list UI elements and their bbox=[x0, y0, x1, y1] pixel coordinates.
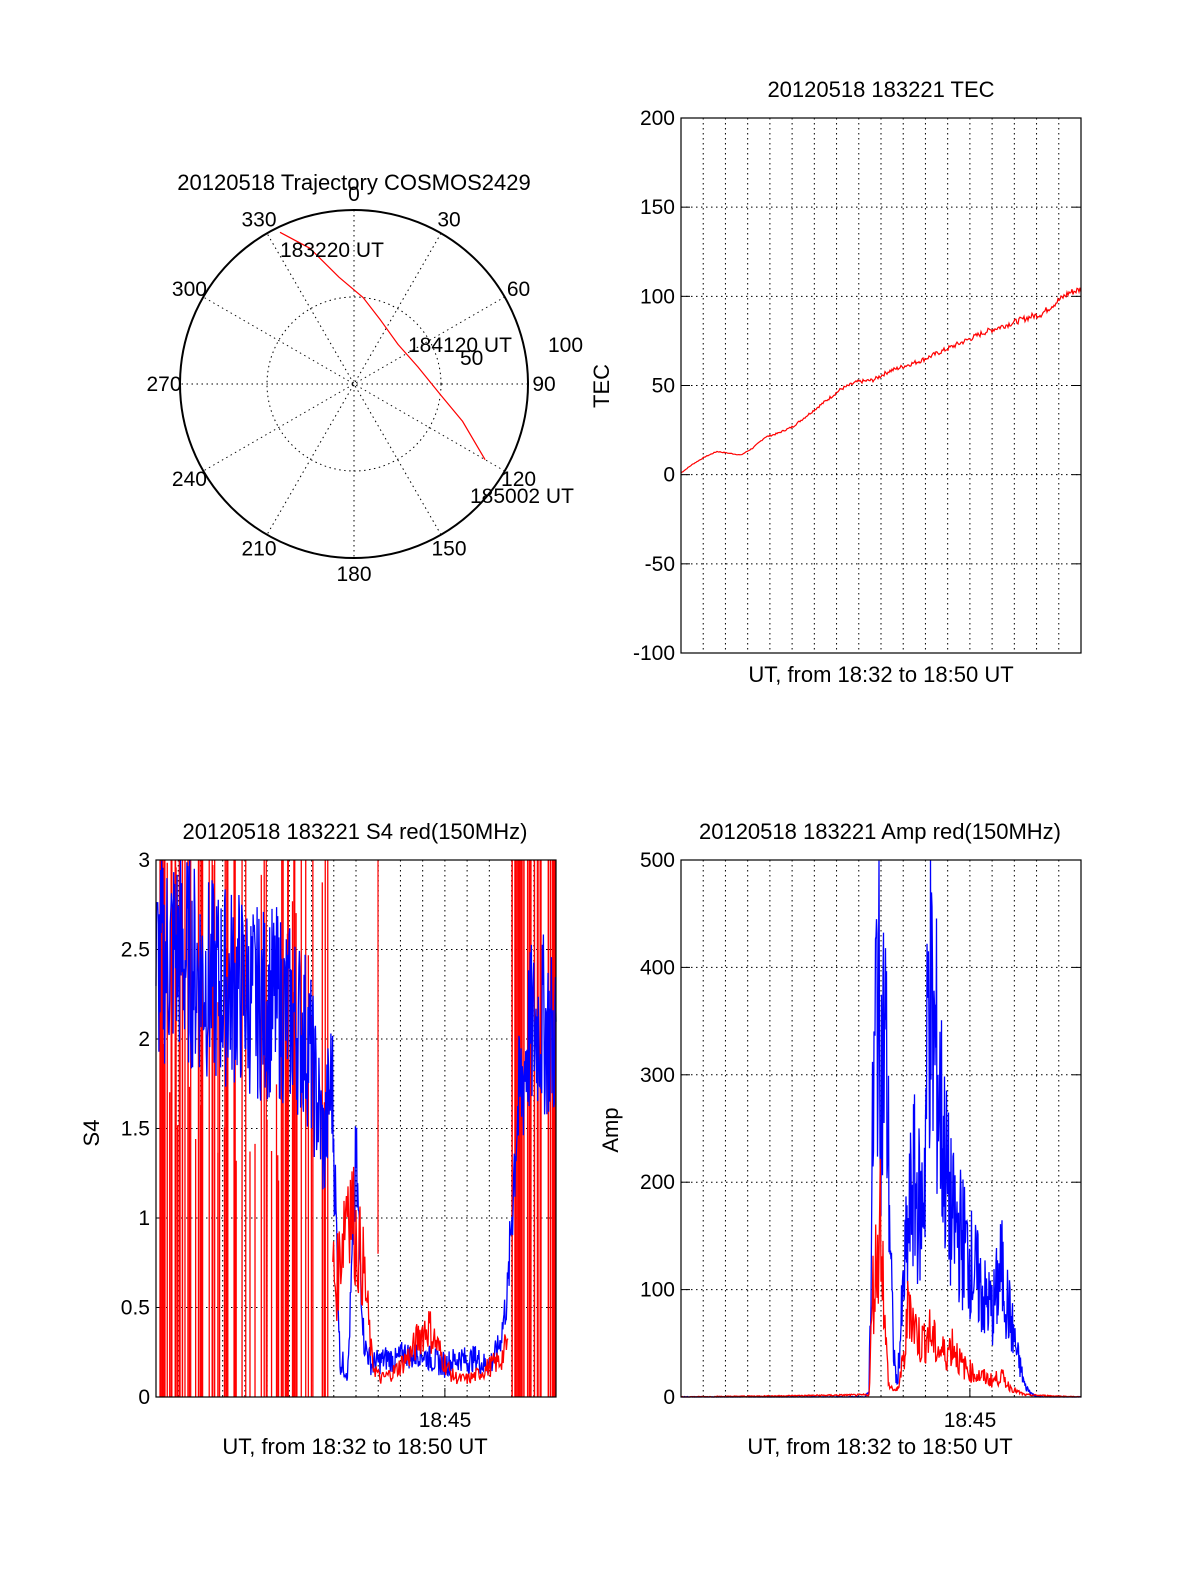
polar-spoke bbox=[266, 233, 442, 535]
tec-title: 20120518 183221 TEC bbox=[767, 77, 994, 102]
y-tick-label: 100 bbox=[640, 285, 675, 308]
y-tick-label: 0.5 bbox=[121, 1297, 150, 1320]
amp-title: 20120518 183221 Amp red(150MHz) bbox=[699, 819, 1061, 844]
tec-plot: 20120518 183221 TEC -100-50050100150200 … bbox=[589, 77, 1082, 687]
trajectory-track bbox=[279, 231, 486, 461]
amp-y-label: Amp bbox=[598, 1107, 623, 1152]
polar-spoke bbox=[266, 233, 442, 535]
polar-inner-ring bbox=[266, 296, 442, 472]
y-tick-label: -50 bbox=[645, 553, 675, 576]
polar-angle-label: 90 bbox=[532, 373, 555, 396]
polar-angle-label: 120 bbox=[501, 468, 536, 491]
tec-y-ticks: -100 -50 0 50 100 150 200 bbox=[633, 107, 1081, 665]
tec-series-line bbox=[680, 287, 1082, 474]
y-tick-label: 2.5 bbox=[121, 939, 150, 962]
polar-grid bbox=[179, 209, 529, 559]
y-tick-label: 1 bbox=[138, 1207, 150, 1230]
s4-plot: 20120518 183221 S4 red(150MHz) 0 0.5 1 1.5 2… bbox=[79, 819, 557, 1459]
s4-red-series-line bbox=[332, 1166, 509, 1385]
y-tick-label: 0 bbox=[663, 1386, 675, 1409]
y-tick-label: 200 bbox=[640, 107, 675, 130]
annotation-start: 183220 UT bbox=[280, 239, 384, 262]
s4-y-label: S4 bbox=[79, 1120, 104, 1147]
y-tick-label: 200 bbox=[640, 1171, 675, 1194]
radius-label-50: 50 bbox=[460, 347, 483, 370]
y-tick-label: 300 bbox=[640, 1064, 675, 1087]
amp-red-series-line bbox=[680, 1158, 1082, 1398]
trajectory-polar-plot: 20120518 Trajectory COSMOS2429 0 30 60 90 12… bbox=[146, 170, 583, 586]
y-tick-label: 100 bbox=[640, 1279, 675, 1302]
s4-x-label: UT, from 18:32 to 18:50 UT bbox=[222, 1434, 487, 1459]
polar-angle-label: 150 bbox=[431, 538, 466, 561]
y-tick-label: 0 bbox=[663, 464, 675, 487]
polar-angle-label: 0 bbox=[348, 183, 360, 206]
s4-title: 20120518 183221 S4 red(150MHz) bbox=[183, 819, 528, 844]
s4-x-tick-label: 18:45 bbox=[419, 1409, 472, 1432]
y-tick-label: 3 bbox=[138, 849, 150, 872]
amp-frame bbox=[680, 859, 1082, 1398]
amp-y-ticks: 0 100 200 300 400 500 bbox=[640, 849, 1081, 1409]
y-tick-label: 0 bbox=[138, 1386, 150, 1409]
tec-x-label: UT, from 18:32 to 18:50 UT bbox=[748, 662, 1013, 687]
tec-grid bbox=[681, 118, 1081, 653]
polar-angle-label: 210 bbox=[241, 538, 276, 561]
y-tick-label: 500 bbox=[640, 849, 675, 872]
polar-angle-label: 270 bbox=[146, 373, 181, 396]
polar-angle-label: 330 bbox=[241, 208, 276, 231]
polar-angle-label: 60 bbox=[507, 278, 530, 301]
s4-frame bbox=[155, 859, 557, 1398]
y-tick-label: 1.5 bbox=[121, 1118, 150, 1141]
annotation-mid: 184120 UT bbox=[408, 334, 512, 357]
radius-label-100: 100 bbox=[548, 334, 583, 357]
polar-angle-label: 30 bbox=[437, 208, 460, 231]
y-tick-label: 400 bbox=[640, 956, 675, 979]
polar-angle-label: 300 bbox=[172, 278, 207, 301]
trajectory-title: 20120518 Trajectory COSMOS2429 bbox=[177, 170, 530, 195]
y-tick-label: -100 bbox=[633, 642, 675, 665]
y-tick-label: 150 bbox=[640, 196, 675, 219]
polar-angle-label: 180 bbox=[336, 563, 371, 586]
amp-plot: 20120518 183221 Amp red(150MHz) 0 100 200 3… bbox=[598, 819, 1082, 1459]
amp-x-label: UT, from 18:32 to 18:50 UT bbox=[747, 1434, 1012, 1459]
tec-frame bbox=[680, 117, 1082, 654]
polar-angle-label: 240 bbox=[172, 468, 207, 491]
polar-angle-labels: 0 30 60 90 120 150 180 210 240 270 300 330 bbox=[146, 183, 555, 586]
annotation-end: 185002 UT bbox=[470, 485, 574, 508]
y-tick-label: 2 bbox=[138, 1028, 150, 1051]
amp-x-tick-label: 18:45 bbox=[944, 1409, 997, 1432]
y-tick-label: 50 bbox=[652, 375, 675, 398]
tec-y-label: TEC bbox=[589, 364, 614, 408]
s4-y-ticks: 0 0.5 1 1.5 2 2.5 3 bbox=[121, 849, 556, 1409]
